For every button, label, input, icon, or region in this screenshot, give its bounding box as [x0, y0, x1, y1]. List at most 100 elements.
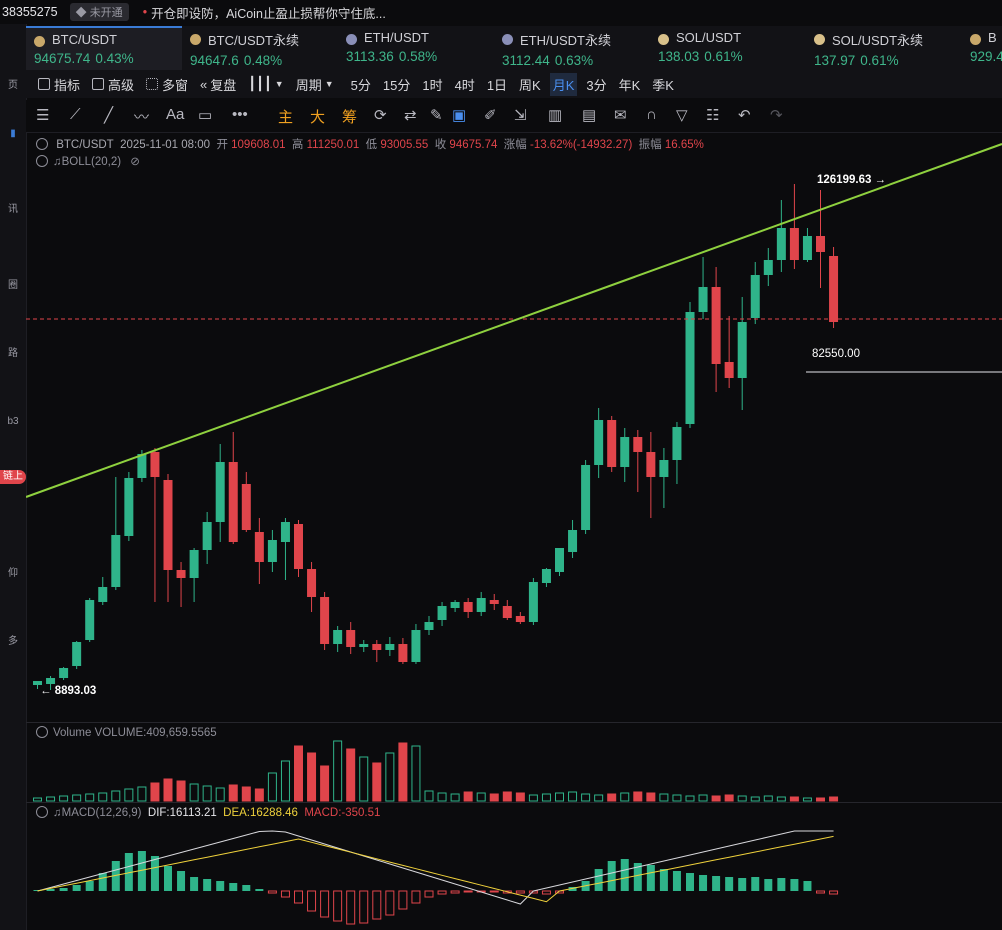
- volume-divider: [26, 722, 1002, 723]
- tab-more[interactable]: B 929.4: [962, 26, 1002, 70]
- period-3m[interactable]: 3分: [586, 77, 607, 93]
- period-quarter[interactable]: 季K: [652, 77, 674, 93]
- refresh-icon[interactable]: ⟳: [374, 107, 387, 124]
- crosshair-icon[interactable]: ⟋: [70, 106, 81, 123]
- cycle-dropdown[interactable]: 周期 ▼: [296, 75, 334, 94]
- macd-bar: [594, 869, 603, 891]
- volume-label: Volume: [53, 727, 92, 739]
- sidebar-item-2[interactable]: ▮: [10, 128, 16, 139]
- period-4h[interactable]: 4时: [454, 77, 475, 93]
- collapse-icon[interactable]: [36, 806, 48, 818]
- menu-icon[interactable]: ☰: [36, 107, 50, 124]
- tab-sol-usdt[interactable]: SOL/USDT 138.03 0.61%: [650, 26, 806, 70]
- sidebar-item-1[interactable]: 页: [8, 80, 18, 91]
- bell-icon[interactable]: ♫: [53, 156, 62, 168]
- macd-bar: [294, 890, 303, 904]
- more-tools-icon[interactable]: •••: [232, 106, 248, 123]
- macd-bar: [712, 876, 721, 891]
- period-month[interactable]: 月K: [549, 72, 578, 96]
- bell-icon[interactable]: ♫: [53, 807, 62, 819]
- volume-bar: [568, 791, 578, 802]
- candle-body: [607, 420, 617, 467]
- ruler-icon[interactable]: ⇲: [514, 107, 527, 124]
- sidebar-item-4[interactable]: 圈: [8, 280, 18, 291]
- vip-badge[interactable]: ◆ 未开通: [69, 3, 129, 21]
- indicator-button[interactable]: 指标: [38, 75, 80, 94]
- candle-body: [59, 668, 69, 678]
- macd-bar: [372, 890, 382, 920]
- volume-bar: [33, 797, 42, 802]
- tab-btc-usdt[interactable]: BTC/USDT 94675.74 0.43%: [26, 26, 182, 70]
- tab-price: 137.97: [814, 53, 856, 68]
- measure-tool-icon[interactable]: ▭: [198, 107, 213, 124]
- macd-bar: [385, 890, 395, 916]
- clipboard-icon[interactable]: ▤: [582, 107, 597, 124]
- period-1h[interactable]: 1时: [422, 77, 443, 93]
- candle-body: [541, 569, 551, 583]
- sidebar-item-7[interactable]: 仰: [8, 568, 18, 579]
- price-chart[interactable]: [26, 132, 1002, 930]
- volume-bar: [320, 765, 330, 802]
- multi-window-button[interactable]: 多窗: [146, 75, 188, 94]
- multi-window-label: 多窗: [162, 77, 189, 93]
- collapse-icon[interactable]: [36, 138, 48, 150]
- chart-type-dropdown[interactable]: ┃┃┃ ▼: [248, 76, 283, 92]
- bars-icon[interactable]: ▥: [548, 107, 563, 124]
- macd-bar: [320, 890, 330, 918]
- filter-icon[interactable]: ▽: [676, 107, 688, 124]
- collapse-icon[interactable]: [36, 726, 48, 738]
- tab-btc-usdt-perp[interactable]: BTC/USDT永续 94647.6 0.48%: [182, 26, 338, 70]
- magnet-icon[interactable]: ∩: [646, 106, 657, 123]
- sidebar-item-8[interactable]: 多: [8, 636, 18, 647]
- note-icon[interactable]: ✉: [614, 107, 627, 124]
- tab-symbol: ETH/USDT永续: [520, 33, 612, 48]
- period-week[interactable]: 周K: [519, 77, 541, 93]
- volume-bar: [698, 794, 708, 802]
- period-15m[interactable]: 15分: [382, 77, 411, 93]
- chip-button[interactable]: 筹: [342, 109, 358, 126]
- tab-price: 3112.44: [502, 53, 550, 68]
- candle-body: [280, 522, 290, 542]
- sidebar-item-6[interactable]: b3: [7, 416, 19, 427]
- onchain-badge[interactable]: 链上: [0, 470, 26, 484]
- volume-bar: [241, 786, 251, 802]
- volume-bar: [359, 756, 369, 802]
- line-tool-icon[interactable]: ╱: [104, 107, 114, 124]
- sidebar-item-5[interactable]: 路: [8, 348, 18, 359]
- undo-icon[interactable]: ↶: [738, 107, 751, 124]
- tab-sol-usdt-perp[interactable]: SOL/USDT永续 137.97 0.61%: [806, 26, 962, 70]
- period-1d[interactable]: 1日: [486, 77, 508, 93]
- layout-icon[interactable]: ▣: [452, 107, 467, 124]
- settings-icon[interactable]: ☷: [706, 107, 720, 124]
- period-5m[interactable]: 5分: [350, 77, 371, 93]
- tab-eth-usdt[interactable]: ETH/USDT 3113.36 0.58%: [338, 26, 494, 70]
- macd-bar: [229, 883, 238, 891]
- brush-icon[interactable]: ✐: [484, 107, 497, 124]
- tab-symbol: ETH/USDT: [364, 30, 429, 45]
- compare-icon[interactable]: ⇄: [404, 107, 417, 124]
- big-order-button[interactable]: 大: [310, 109, 326, 126]
- pen-icon[interactable]: ✎: [430, 107, 443, 124]
- tab-price-row: 94675.74 0.43%: [34, 51, 182, 66]
- candle-body: [711, 287, 721, 364]
- sidebar-item-3[interactable]: 讯: [8, 204, 18, 215]
- tab-eth-usdt-perp[interactable]: ETH/USDT永续 3112.44 0.63%: [494, 26, 650, 70]
- notice-text[interactable]: 开仓即设防，AiCoin止盈止损帮你守住底...: [151, 6, 386, 21]
- macd-bar: [803, 881, 812, 891]
- advanced-label: 高级: [108, 77, 135, 93]
- macd-bar: [437, 890, 447, 895]
- high-label: 高: [291, 139, 304, 151]
- collapse-icon[interactable]: [36, 155, 48, 167]
- macd-bar: [307, 890, 317, 912]
- main-chart-button[interactable]: 主: [278, 109, 294, 126]
- advanced-button[interactable]: 高级: [92, 75, 134, 94]
- wave-tool-icon[interactable]: 〰: [134, 109, 150, 126]
- tab-price: 929.4: [970, 49, 1002, 64]
- top-status-bar: 38355275 ◆ 未开通 • 开仓即设防，AiCoin止盈止损帮你守住底..…: [0, 0, 1002, 24]
- text-tool-icon[interactable]: Aa: [166, 106, 185, 123]
- tab-change: 0.63%: [554, 53, 594, 68]
- replay-button[interactable]: «复盘: [200, 75, 236, 94]
- hide-eye-icon[interactable]: ⊘: [130, 156, 140, 168]
- redo-icon[interactable]: ↷: [770, 107, 783, 124]
- period-year[interactable]: 年K: [618, 77, 641, 93]
